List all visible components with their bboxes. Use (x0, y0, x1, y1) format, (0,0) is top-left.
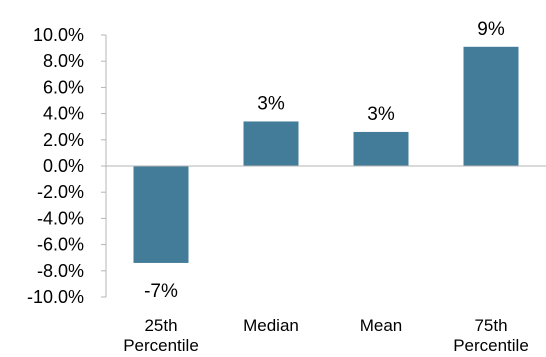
y-tick-label: 4.0% (43, 104, 84, 124)
y-tick-label: 2.0% (43, 130, 84, 150)
bar (463, 46, 519, 166)
y-tick-label: -4.0% (37, 208, 84, 228)
y-tick-label: -2.0% (37, 182, 84, 202)
bar (133, 166, 189, 263)
y-tick-label: 0.0% (43, 156, 84, 176)
y-tick-label: -8.0% (37, 261, 84, 281)
y-tick-label: 6.0% (43, 77, 84, 97)
y-tick-label: -10.0% (27, 287, 84, 307)
x-category-label: 25th Percentile (123, 316, 199, 355)
x-category-label-line: 75th (474, 316, 507, 335)
bar (243, 121, 299, 166)
x-category-label-line: Median (243, 316, 299, 335)
data-label: 3% (257, 93, 285, 114)
data-label: -7% (144, 281, 178, 302)
y-tick-label: 8.0% (43, 51, 84, 71)
x-category-label: 75th Percentile (453, 316, 529, 355)
data-label: 9% (477, 19, 505, 40)
data-labels: -7% 3% 3% 9% (144, 19, 505, 302)
y-axis: 10.0% 8.0% 6.0% 4.0% 2.0% 0.0% -2.0% -4.0% -6.0%… (27, 25, 107, 307)
x-category-label-line: Percentile (123, 336, 199, 355)
x-category-label-line: Mean (360, 316, 403, 335)
bar (353, 131, 409, 166)
x-category-label-line: Percentile (453, 336, 529, 355)
data-label: 3% (367, 104, 395, 125)
bars (133, 46, 519, 263)
y-tick-label: 10.0% (33, 25, 84, 45)
x-category-label-line: 25th (144, 316, 177, 335)
x-category-label: Median (243, 316, 299, 335)
y-tick-label: -6.0% (37, 235, 84, 255)
x-category-label: Mean (360, 316, 403, 335)
